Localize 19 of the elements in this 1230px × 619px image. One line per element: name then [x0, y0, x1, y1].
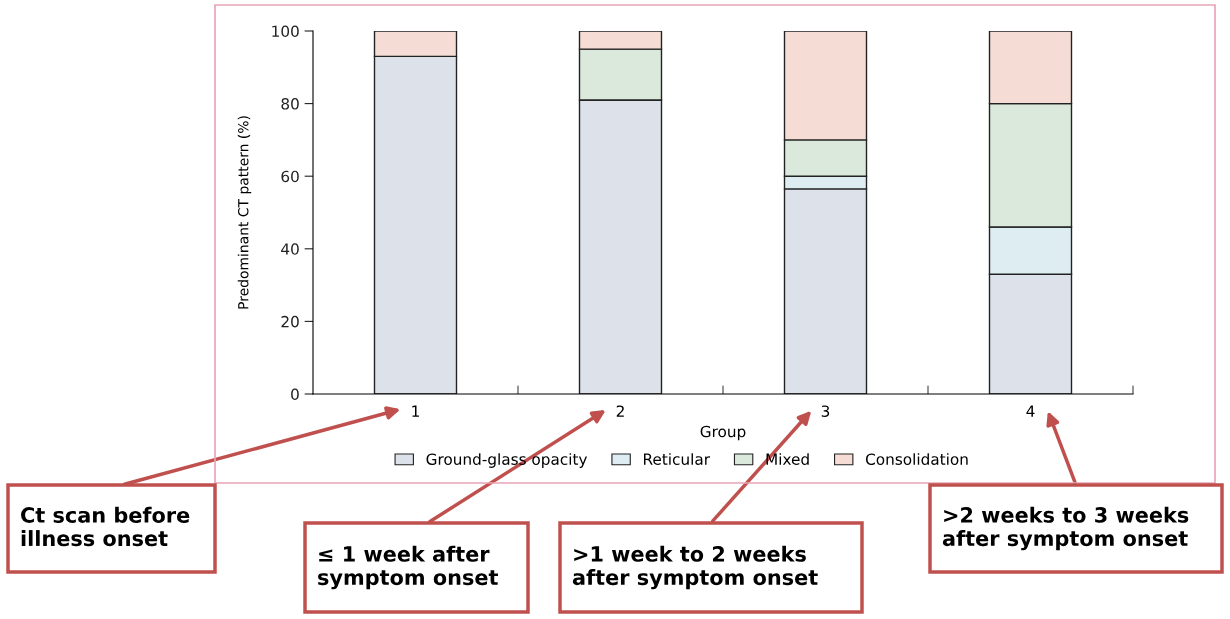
- x-axis-title: Group: [700, 425, 746, 441]
- y-tick-label: 40: [281, 243, 299, 255]
- x-tick-label: 1: [412, 405, 419, 417]
- legend-label: Ground-glass opacity: [426, 453, 588, 468]
- text: ≤ 1 week after symptom onset: [318, 545, 498, 590]
- text: >1 week to 2 weeks after symptom onset: [572, 545, 818, 590]
- y-tick-label: 100: [272, 25, 299, 38]
- y-tick-label: 80: [281, 98, 299, 110]
- x-tick-label: 4: [1026, 405, 1035, 417]
- text: Ct scan before illness onset: [21, 506, 190, 547]
- x-tick-label: 3: [821, 405, 830, 417]
- y-tick-label: 20: [281, 315, 299, 328]
- text: >2 weeks to 3 weeks after symptom onset: [942, 506, 1189, 551]
- y-tick-label: 60: [281, 170, 299, 183]
- x-tick-label: 2: [616, 405, 624, 417]
- legend-label: Reticular: [643, 453, 711, 465]
- y-tick-label: 0: [291, 388, 299, 401]
- y-axis-title: Predominant CT pattern (%): [237, 116, 252, 309]
- legend-label: Consolidation: [865, 453, 968, 465]
